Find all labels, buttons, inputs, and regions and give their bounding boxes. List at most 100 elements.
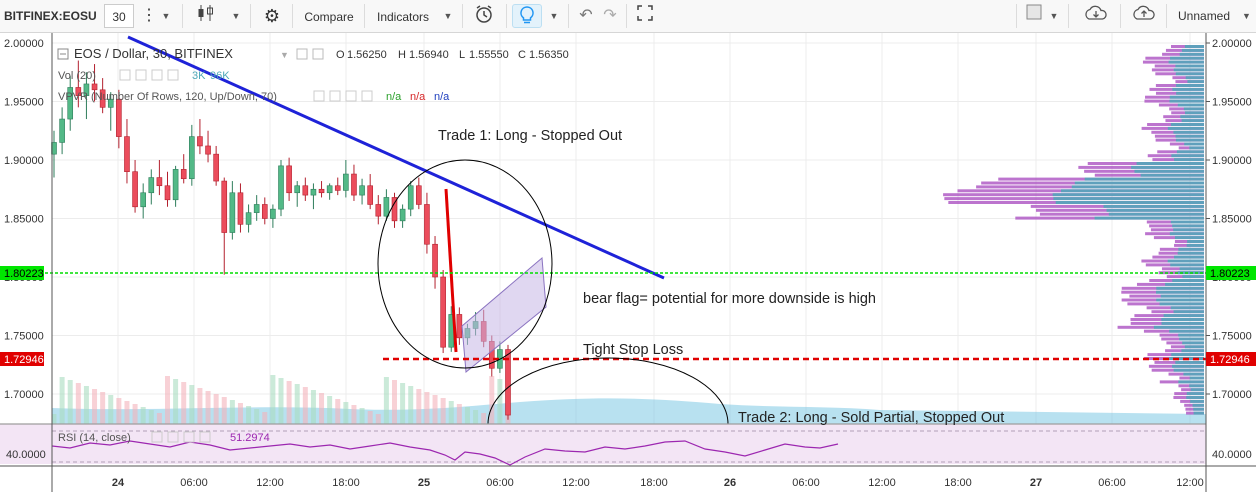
volume-bar [383,377,389,424]
candle-body [91,83,98,91]
chart-area[interactable]: Trade 1: Long - Stopped Out bear flag= p… [0,33,1256,492]
volume-bar [189,385,195,424]
volume-value: 3K [192,70,206,82]
trade2-annotation: Trade 2: Long - Sold Partial, Stopped Ou… [738,410,1004,426]
trade1-circle[interactable] [377,159,553,369]
high-label: H [398,49,406,61]
layout-name-button[interactable]: Unnamed ▼ [1172,4,1254,28]
close-label: C [518,49,526,61]
lightbulb-icon[interactable] [512,4,542,28]
candle-body [432,243,438,278]
candle-body [359,185,365,196]
vpvr-bar-up [1179,337,1204,341]
vpvr-bar-up [1161,318,1204,321]
chevron-down-icon[interactable]: ▼ [549,11,559,21]
close-icon[interactable] [199,431,211,443]
eye-icon[interactable] [119,69,131,81]
vpvr-bar-up [1094,216,1204,220]
gear-icon[interactable] [135,69,147,81]
gear-icon[interactable] [167,431,179,443]
flag-pole-line[interactable] [444,188,458,353]
trade2-circle[interactable] [487,357,729,425]
symbol-search[interactable]: BITFINEX:EOSU [4,9,97,23]
trend-line[interactable] [127,35,665,280]
vpvr-bar-up [1169,95,1204,99]
chevron-down-icon[interactable]: ▼ [280,50,289,60]
plus-icon[interactable] [183,431,195,443]
volume-bar [270,375,276,424]
eye-icon[interactable] [151,431,163,443]
close-icon[interactable] [361,90,373,102]
close-icon[interactable] [167,69,179,81]
collapse-icon[interactable] [57,48,69,60]
fullscreen-icon[interactable] [632,4,658,28]
time-tick-label: 12:00 [562,477,590,489]
eye-icon[interactable] [296,48,308,60]
volume-bar [489,376,495,424]
undo-icon[interactable]: ↶ [579,7,593,24]
time-tick-label: 18:00 [640,477,668,489]
cloud-download-icon[interactable] [1078,4,1114,28]
candle-body [351,173,357,196]
vpvr-bar-up [1189,384,1204,388]
vpvr-bar-up [1178,333,1204,337]
vpvr-bar-up [1185,76,1204,80]
vpvr-bar-up [1176,84,1204,87]
alert-clock-icon[interactable] [470,4,498,28]
volume-bar [221,397,227,424]
vpvr-bar-up [1193,411,1204,415]
candle-body [83,83,90,96]
candle-body [213,153,219,182]
chevron-down-icon[interactable]: ▼ [231,11,241,21]
candle-body [99,89,106,108]
vpvr-bar-up [1183,107,1204,111]
price-tick-label: 1.95000 [4,97,44,109]
volume-bar [473,410,479,424]
color-square-icon[interactable] [1022,4,1046,28]
vpvr-bar-up [1172,224,1204,228]
plus-icon[interactable] [345,90,357,102]
vpvr-bar-up [1055,201,1204,204]
chevron-down-icon[interactable]: ▼ [161,11,171,21]
price-axis[interactable] [1206,33,1256,492]
bear-flag-channel[interactable] [461,256,547,373]
more-vertical-icon[interactable]: ⋮ [141,7,157,24]
red-level-tag-left [0,352,44,366]
gear-icon[interactable] [329,90,341,102]
vpvr-bar-up [1186,243,1204,247]
vpvr-bar-up [1136,162,1204,165]
gear-icon[interactable] [312,48,324,60]
price-tick-label: 1.75000 [4,331,44,343]
vpvr-bar-up [1061,189,1204,193]
volume-bar [67,380,73,424]
candle-body [399,208,406,222]
volume-bar [124,401,130,424]
candle-body [278,165,284,210]
vpvr-bar-up [1180,115,1204,119]
vpvr-bar-up [1174,255,1204,259]
chevron-down-icon[interactable]: ▼ [1049,11,1059,21]
vpvr-bar-up [1189,146,1204,150]
candle-body [270,208,276,219]
volume-bar [432,395,438,424]
eye-icon[interactable] [313,90,325,102]
redo-icon[interactable]: ↷ [603,7,617,24]
vpvr-bar-up [1176,91,1204,95]
vpvr-label: VPVR (Number Of Rows, 120, Up/Down, 70) [58,91,277,103]
vpvr-bar-up [1131,165,1204,169]
time-tick-label: 12:00 [1176,477,1204,489]
indicators-button[interactable]: Indicators [376,10,430,24]
gear-icon[interactable]: ⚙ [263,6,281,26]
interval-selector[interactable]: 30 [104,4,134,28]
time-axis[interactable]: 24 06:00 12:00 18:00 25 06:00 12:00 18:00 26 06:0… [112,477,1204,489]
bear-flag-annotation: bear flag= potential for more downside i… [583,291,876,307]
cloud-upload-icon[interactable] [1126,4,1162,28]
vpvr-bar-up [1165,282,1204,286]
candlestick-style-icon[interactable] [192,4,220,28]
vpvr-bar-up [1192,403,1204,407]
compare-button[interactable]: Compare [304,10,354,24]
chevron-down-icon[interactable]: ▼ [443,11,453,21]
plus-icon[interactable] [151,69,163,81]
time-tick-label: 18:00 [944,477,972,489]
vpvr-bar-up [1172,87,1204,91]
